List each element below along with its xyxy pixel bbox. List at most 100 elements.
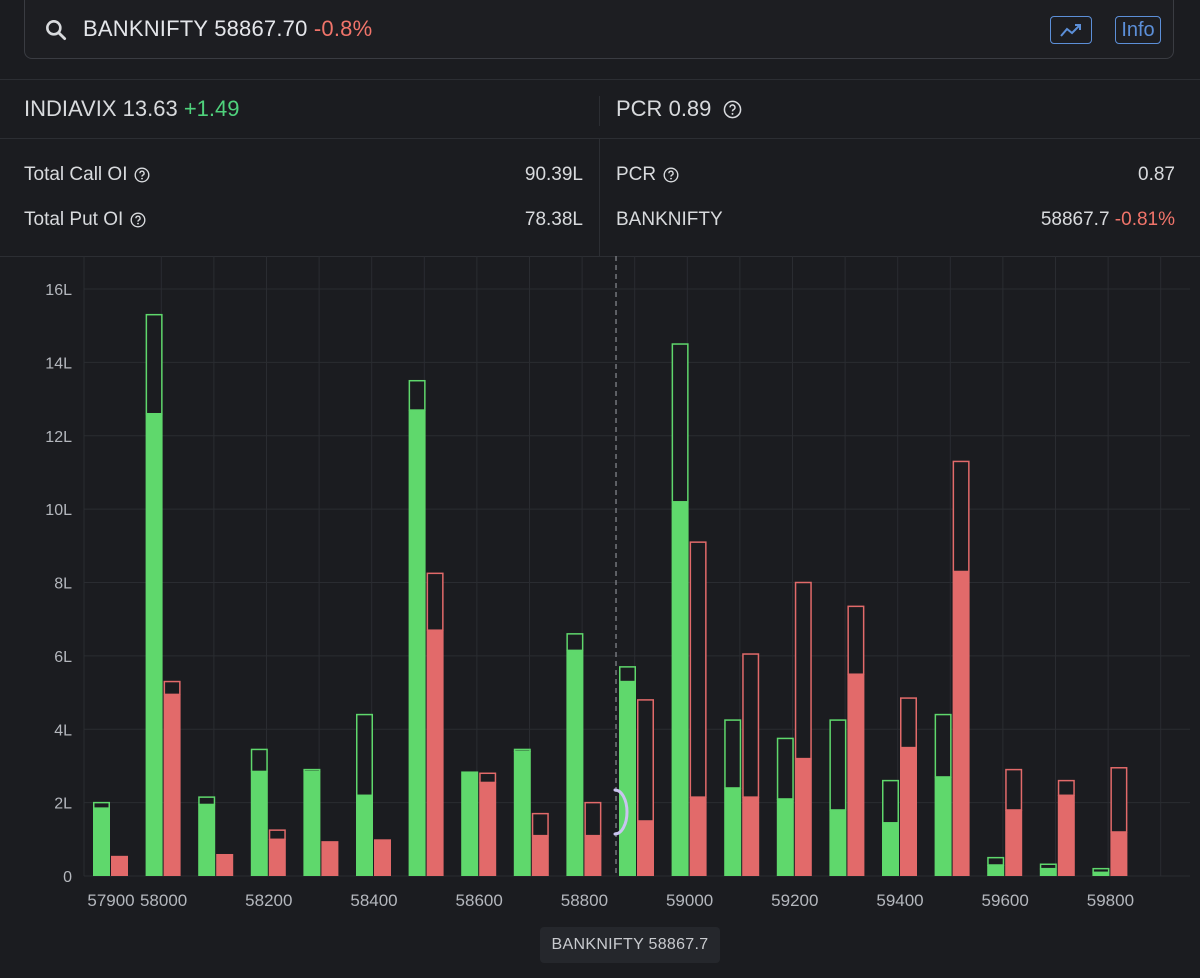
call-oi-bar	[198, 804, 216, 876]
info-button[interactable]: Info	[1115, 16, 1161, 44]
divider	[0, 79, 1200, 80]
banknifty-change: -0.81%	[1114, 209, 1175, 230]
header-symbol: BANKNIFTY	[83, 16, 208, 41]
put-oi-bar	[900, 747, 917, 876]
call-oi-oi-change	[145, 313, 163, 415]
call-oi-bar	[566, 650, 584, 876]
total-put-oi-value: 78.38L	[524, 209, 583, 230]
put-oi-bar	[584, 835, 602, 876]
divider	[599, 139, 600, 256]
call-oi-oi-change	[566, 633, 584, 652]
put-oi-bar	[111, 855, 128, 876]
call-oi-bar	[461, 771, 479, 876]
call-oi-oi-change	[93, 801, 110, 809]
call-oi-oi-change	[1039, 863, 1057, 870]
call-oi-oi-change	[408, 379, 426, 411]
put-oi-bar	[321, 841, 339, 876]
x-tick-label: 58200	[245, 891, 292, 910]
put-oi-bar	[426, 630, 444, 876]
put-oi-oi-change	[1110, 767, 1128, 833]
indiavix-stat: INDIAVIX 13.63 +1.49	[24, 96, 240, 122]
y-tick-label: 14L	[45, 355, 72, 372]
y-tick-label: 6L	[54, 649, 72, 666]
y-tick-label: 16L	[45, 282, 72, 299]
put-oi-bar	[268, 839, 286, 876]
put-oi-bar	[689, 797, 707, 876]
put-oi-oi-change	[163, 680, 181, 696]
put-oi-oi-change	[479, 772, 497, 784]
call-oi-oi-change	[934, 713, 952, 778]
call-oi-oi-change	[513, 748, 531, 753]
call-oi-oi-change	[1092, 867, 1110, 874]
put-oi-bar	[952, 571, 970, 876]
search-icon	[46, 20, 67, 41]
put-oi-oi-change	[584, 801, 602, 837]
search-bar[interactable]: BANKNIFTY 58867.70 -0.8% Info	[24, 0, 1174, 59]
call-oi-oi-change	[724, 719, 742, 789]
call-oi-bar	[408, 410, 426, 876]
call-oi-bar	[356, 795, 373, 876]
put-oi-oi-change	[268, 829, 286, 841]
put-oi-bar	[742, 797, 760, 876]
search-query[interactable]: BANKNIFTY 58867.70 -0.8%	[83, 16, 372, 42]
oi-bar-chart: 0 2L 4L 6L 8L 10L 12L 14L 16L 57900 58000 58200 5840…	[45, 256, 1190, 910]
total-call-oi-value: 90.39L	[524, 164, 583, 185]
banknifty-label: BANKNIFTY	[616, 209, 723, 230]
put-oi-oi-change	[531, 812, 549, 837]
total-put-oi-label-row: Total Put OI	[24, 209, 146, 231]
y-tick-label: 8L	[54, 576, 72, 593]
call-oi-bar	[619, 681, 636, 876]
call-oi-bar	[303, 771, 321, 876]
divider	[0, 256, 1200, 257]
put-oi-oi-change	[900, 697, 917, 749]
call-oi-bar	[1092, 872, 1110, 876]
divider	[0, 138, 1200, 139]
call-oi-bar	[724, 787, 742, 876]
put-oi-bar	[847, 674, 865, 876]
call-oi-bar	[776, 798, 794, 876]
y-tick-label: 12L	[45, 429, 72, 446]
put-oi-oi-change	[847, 605, 865, 675]
call-oi-bar	[145, 413, 163, 876]
help-icon[interactable]	[663, 167, 679, 183]
call-oi-bar	[934, 776, 952, 876]
put-oi-oi-change	[1057, 779, 1075, 797]
banknifty-value: 58867.7	[1040, 209, 1110, 230]
y-tick-label: 2L	[54, 796, 72, 813]
help-icon[interactable]	[130, 212, 146, 228]
put-oi-bar	[479, 782, 497, 876]
call-oi-bar	[987, 864, 1005, 876]
call-oi-bar	[250, 771, 268, 876]
call-oi-oi-change	[671, 343, 689, 503]
pcr-top-label: PCR	[616, 96, 663, 121]
x-tick-label: 58400	[350, 891, 397, 910]
x-tick-label: 59600	[982, 891, 1029, 910]
trend-chart-button[interactable]	[1050, 16, 1092, 44]
x-tick-label: 59000	[666, 891, 713, 910]
put-oi-bar	[216, 853, 234, 876]
put-oi-bar	[794, 758, 812, 876]
help-icon[interactable]	[134, 167, 150, 183]
call-oi-oi-change	[829, 719, 847, 811]
y-tick-label: 10L	[45, 502, 72, 519]
header-change: -0.8%	[313, 16, 373, 41]
pcr-label: PCR	[616, 164, 657, 185]
indiavix-change: +1.49	[183, 96, 240, 121]
total-call-oi-label: Total Call OI	[24, 164, 128, 185]
help-icon[interactable]	[723, 100, 742, 119]
y-tick-label: 4L	[54, 722, 72, 739]
call-oi-oi-change	[356, 713, 373, 797]
call-oi-oi-change	[303, 768, 321, 773]
pcr-top-value: 0.89	[668, 96, 712, 121]
trend-chart-icon	[1060, 24, 1081, 37]
put-oi-oi-change	[1005, 768, 1023, 811]
call-oi-oi-change	[198, 796, 216, 806]
call-oi-oi-change	[987, 856, 1005, 866]
put-oi-bar	[531, 835, 549, 876]
call-oi-oi-change	[776, 737, 794, 800]
put-oi-oi-change	[794, 581, 812, 760]
call-oi-bar	[1039, 868, 1057, 876]
call-oi-bar	[93, 808, 110, 876]
x-tick-label: 59400	[876, 891, 923, 910]
header-price: 58867.70	[214, 16, 308, 41]
